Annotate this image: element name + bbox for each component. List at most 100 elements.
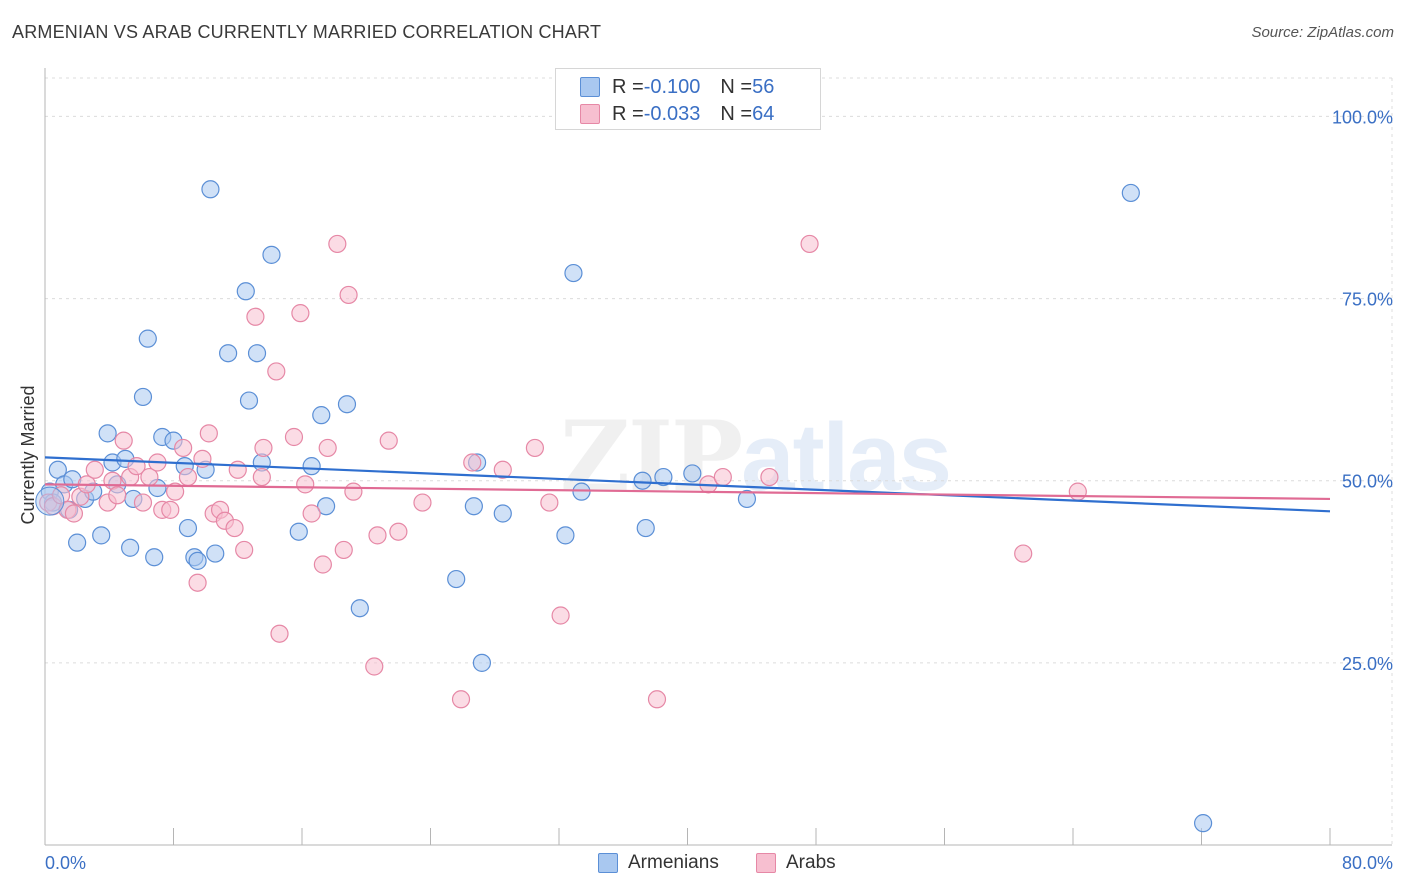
arabs-point	[334, 540, 353, 560]
arabs-point	[451, 690, 471, 709]
armenians-point	[188, 551, 207, 570]
arabs-point	[228, 460, 247, 479]
arabs-point	[493, 460, 512, 479]
arabs-point	[108, 486, 127, 505]
armenians-point	[493, 504, 512, 523]
arabs-point	[174, 438, 193, 458]
source-label: Source: ZipAtlas.com	[1251, 24, 1394, 41]
arabs-point	[284, 427, 304, 447]
armenians-point	[145, 548, 164, 567]
arabs-legend-swatch	[756, 853, 776, 873]
y-tick-label: 100.0%	[1332, 107, 1393, 127]
legend-item-arabs: Arabs	[756, 852, 836, 874]
armenians-point	[247, 344, 267, 363]
arabs-point	[133, 493, 153, 512]
arabs-legend-label: Arabs	[786, 852, 836, 873]
arabs-point	[254, 438, 273, 458]
arabs-point	[540, 493, 559, 512]
legend-r-value: -0.033	[643, 102, 701, 125]
arabs-point	[1014, 544, 1033, 563]
armenians-point	[178, 518, 198, 538]
arabs-point	[551, 606, 570, 625]
arabs-point	[161, 500, 180, 519]
arabs-point	[188, 573, 207, 592]
arabs-point	[318, 438, 337, 458]
y-axis-label: Currently Married	[18, 385, 38, 524]
armenians-point	[236, 282, 255, 301]
arabs-point	[760, 467, 779, 487]
arabs-point	[365, 657, 384, 676]
legend-n-label: N =	[720, 75, 753, 98]
armenians-point	[121, 538, 140, 557]
arabs-point	[225, 518, 244, 538]
legend-r-value: -0.100	[643, 75, 701, 98]
y-tick-label: 75.0%	[1342, 290, 1393, 310]
armenians-cluster-point	[35, 486, 65, 516]
arabs-swatch	[580, 104, 600, 124]
armenians-point	[262, 245, 281, 264]
legend-row-armenians: R = -0.100 N = 56	[580, 75, 774, 99]
armenians-point	[1121, 183, 1140, 203]
armenians-point	[312, 406, 331, 425]
armenians-point	[206, 544, 225, 563]
armenians-point	[92, 526, 111, 545]
arabs-point	[291, 304, 310, 323]
arabs-point	[246, 307, 265, 326]
armenians-point	[239, 391, 259, 410]
arabs-point	[166, 482, 185, 501]
arabs-point	[339, 285, 358, 305]
armenians-point	[447, 569, 466, 589]
armenians-point	[133, 387, 153, 407]
armenians-swatch	[580, 77, 600, 97]
armenians-point	[98, 424, 117, 443]
legend-r-label: R =	[612, 75, 644, 98]
arabs-point	[267, 362, 286, 381]
arabs-point	[368, 526, 387, 545]
x-tick-label: 80.0%	[1342, 853, 1393, 873]
chart-title: ARMENIAN VS ARAB CURRENTLY MARRIED CORRE…	[12, 22, 602, 42]
arabs-point	[302, 504, 321, 523]
armenians-point	[316, 497, 336, 516]
armenians-point	[219, 344, 238, 363]
arabs-point	[313, 555, 332, 574]
armenians-point	[633, 471, 652, 490]
armenians-point	[337, 395, 357, 414]
armenians-point	[472, 653, 491, 672]
arabs-point	[252, 467, 271, 487]
arabs-trend-line	[44, 483, 1331, 501]
watermark-zip: ZIP	[560, 400, 743, 513]
legend-n-value: 56	[752, 75, 775, 98]
arabs-point	[713, 467, 732, 487]
arabs-point	[85, 460, 104, 479]
armenians-point	[1194, 814, 1213, 833]
correlation-legend: R = -0.100 N = 56 R = -0.033 N = 64	[555, 68, 821, 130]
armenians-point	[138, 329, 157, 348]
arabs-point	[525, 438, 545, 458]
arabs-point	[199, 424, 218, 443]
arabs-point	[114, 431, 133, 450]
armenians-point	[572, 482, 591, 501]
legend-n-label: N =	[720, 102, 753, 125]
armenians-point	[68, 533, 87, 552]
legend-row-arabs: R = -0.033 N = 64	[580, 102, 774, 126]
arabs-point	[344, 482, 363, 501]
armenians-trend-line	[44, 456, 1331, 513]
arabs-point	[647, 690, 667, 709]
legend-n-value: 64	[752, 102, 775, 125]
arabs-point	[328, 234, 347, 254]
y-tick-label: 50.0%	[1342, 472, 1393, 492]
armenians-legend-label: Armenians	[628, 852, 719, 873]
arabs-point	[296, 475, 315, 494]
arabs-point	[235, 540, 254, 560]
armenians-point	[201, 180, 220, 199]
armenians-point	[556, 526, 575, 545]
arabs-point	[270, 624, 289, 643]
legend-r-label: R =	[612, 102, 644, 125]
arabs-point	[178, 467, 198, 487]
armenians-legend-swatch	[598, 853, 618, 873]
armenians-point	[289, 522, 308, 541]
armenians-point	[564, 263, 583, 283]
armenians-point	[683, 464, 702, 483]
watermark: ZIPatlas	[560, 400, 952, 513]
armenians-point	[464, 497, 483, 516]
